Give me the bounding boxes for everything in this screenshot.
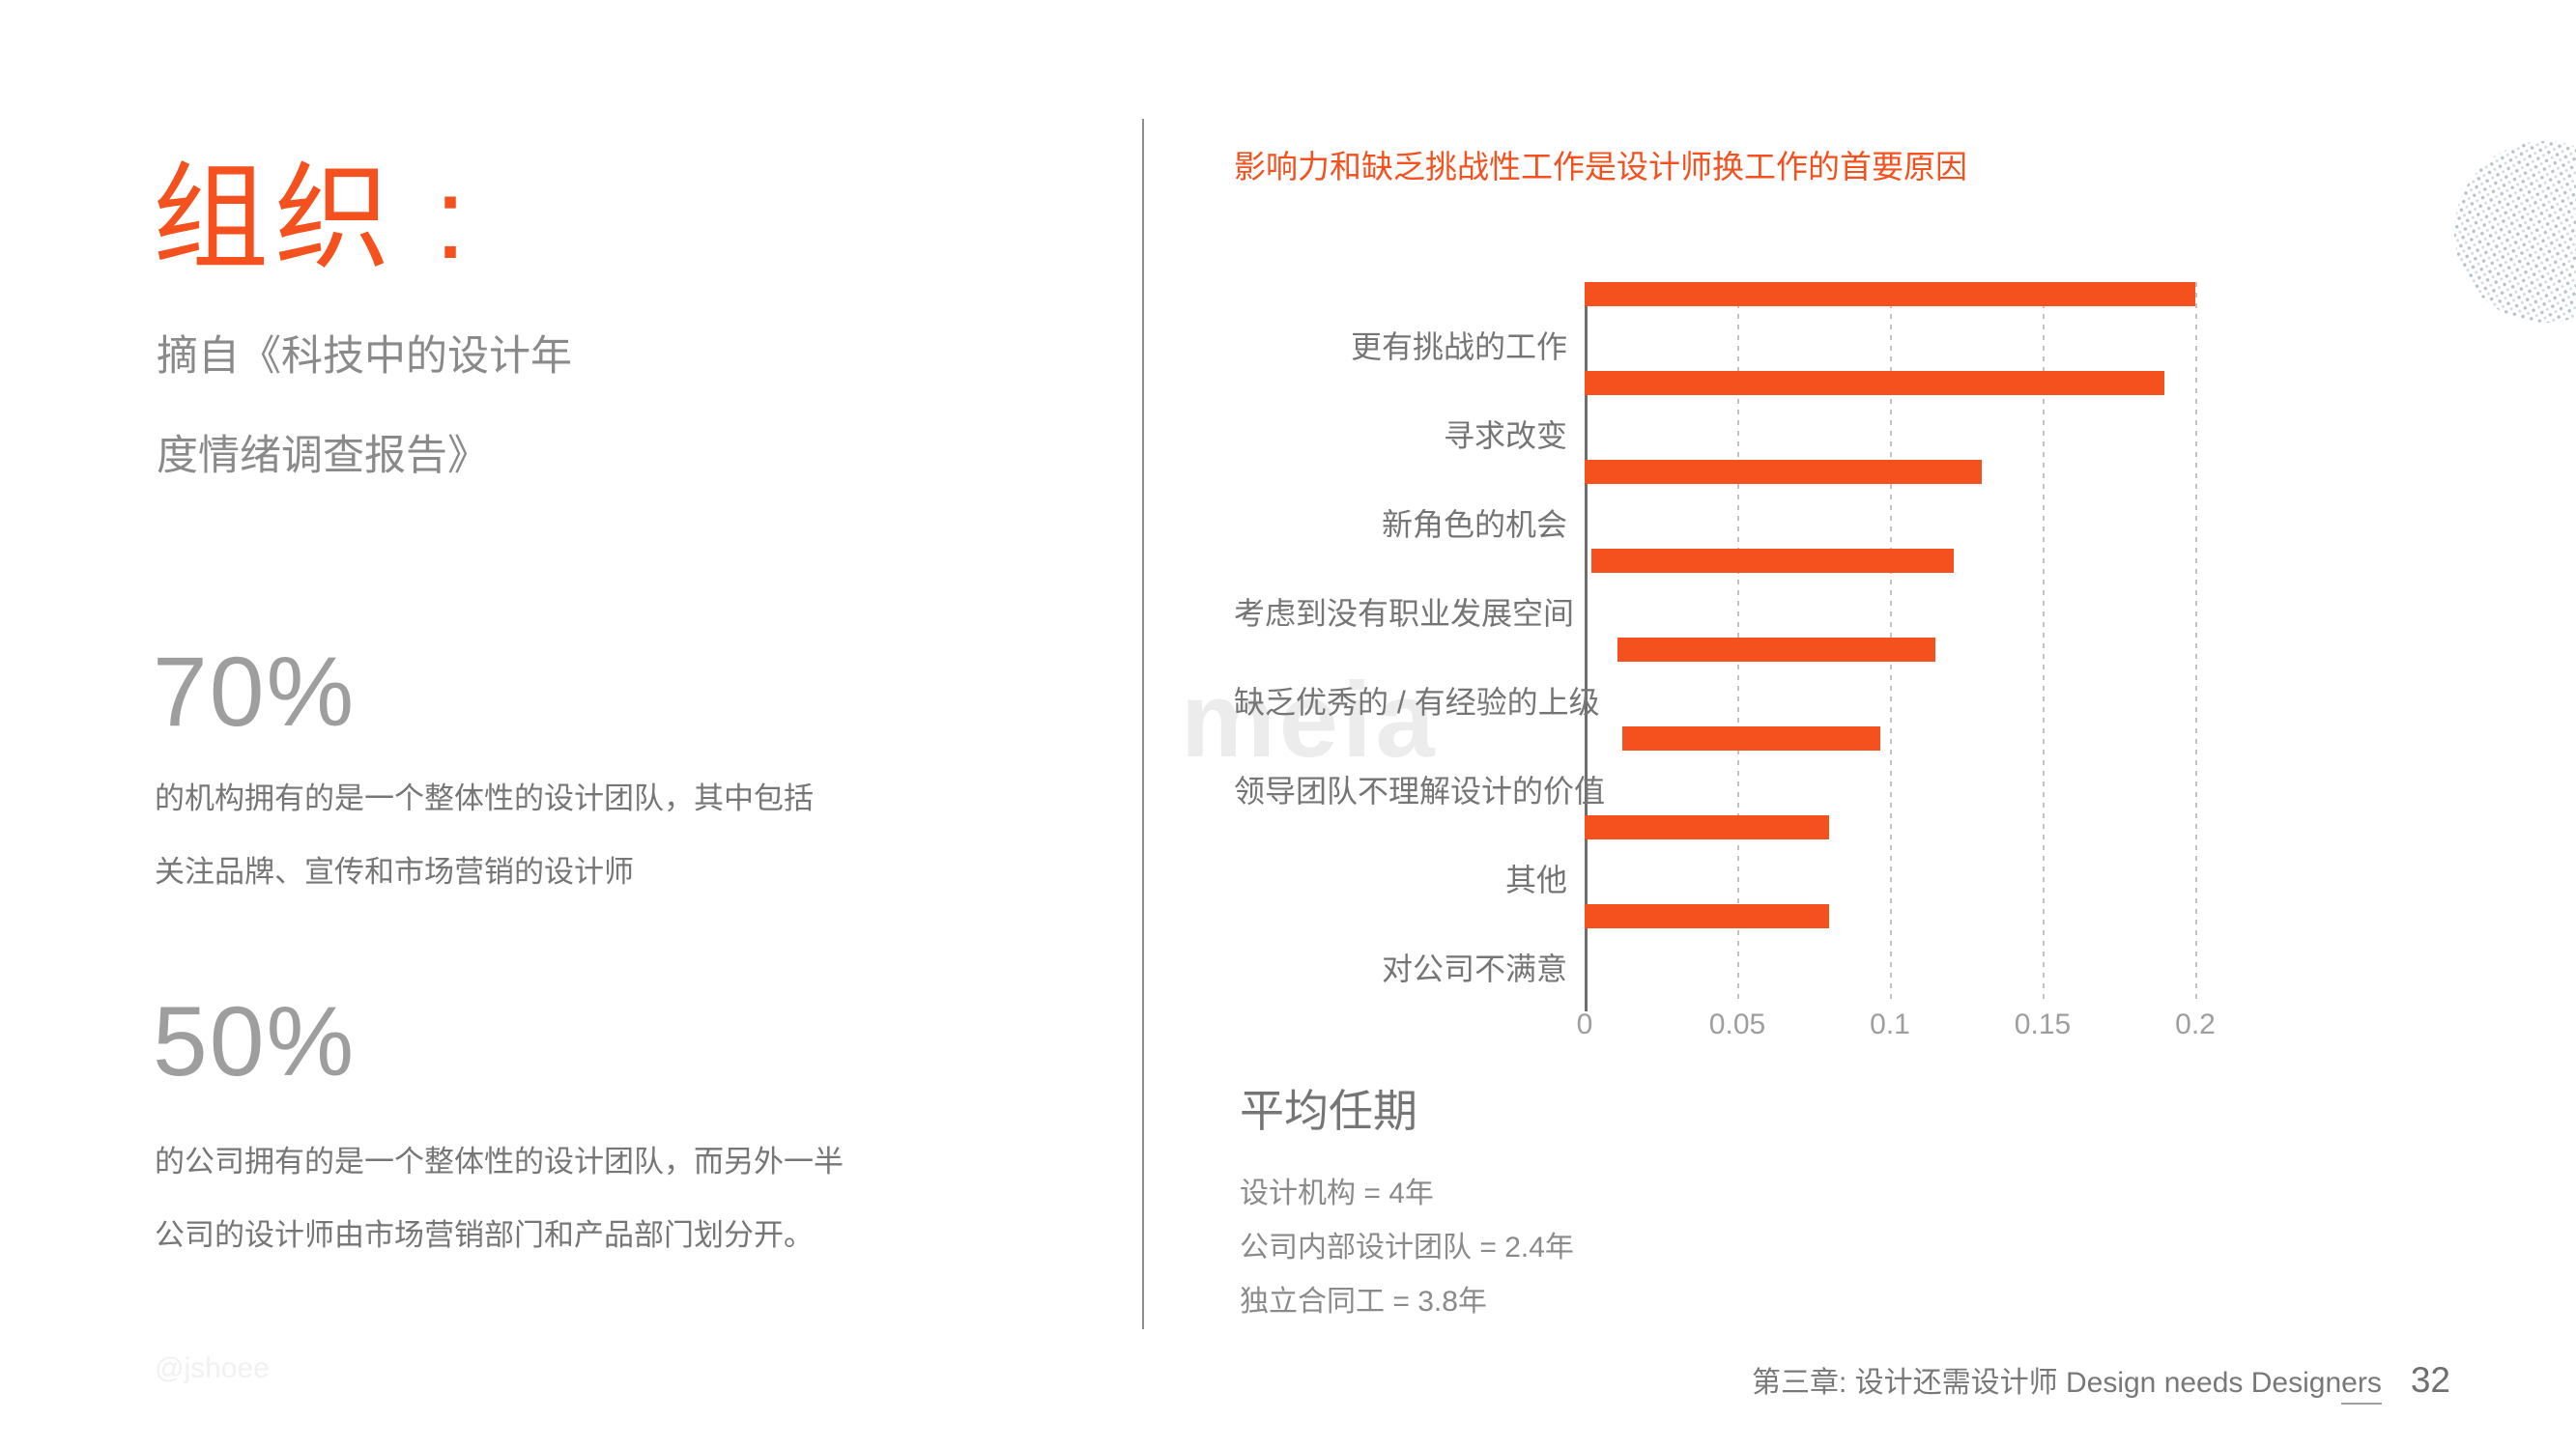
bar-label: 领导团队不理解设计的价值 xyxy=(1234,774,1606,809)
stat-70-description-line-2: 关注品牌、宣传和市场营销的设计师 xyxy=(155,855,634,889)
source-subtitle: 摘自《科技中的设计年 度情绪调查报告》 xyxy=(157,307,572,506)
page-title: 组织 : xyxy=(153,154,472,283)
bar-track xyxy=(1585,371,2195,460)
bar-label: 对公司不满意 xyxy=(1381,952,1567,986)
bar-track xyxy=(1585,815,2195,904)
bar-track xyxy=(1585,282,2195,371)
stat-50-description: 的公司拥有的是一个整体性的设计团队，而另外一半 公司的设计师由市场营销部门和产品… xyxy=(155,1125,844,1272)
footer-chapter-text: 第三章: 设计还需设计师 Design needs Design xyxy=(1751,1367,2342,1399)
gridline xyxy=(2195,282,2197,1002)
chart-row: 寻求改变 xyxy=(1234,371,2195,460)
bar-label: 其他 xyxy=(1504,863,1567,897)
bar-track xyxy=(1585,460,2195,549)
bar xyxy=(1622,726,1880,751)
tenure-stats: 设计机构 = 4年 公司内部设计团队 = 2.4年 独立合同工 = 3.8年 xyxy=(1240,1167,1574,1329)
bar-track xyxy=(1591,549,2195,638)
bar-label: 考虑到没有职业发展空间 xyxy=(1234,596,1575,631)
tenure-line-contractor: 独立合同工 = 3.8年 xyxy=(1240,1286,1487,1318)
stat-50-description-line-1: 的公司拥有的是一个整体性的设计团队，而另外一半 xyxy=(155,1145,844,1179)
author-handle-watermark: @jshoee xyxy=(155,1352,270,1384)
y-axis-line xyxy=(1585,282,1588,1011)
tenure-line-agency: 设计机构 = 4年 xyxy=(1240,1178,1434,1209)
chart-row: 其他 xyxy=(1234,815,2195,904)
footer-chapter-text-underlined: ers xyxy=(2341,1367,2382,1405)
bar xyxy=(1591,549,1954,573)
bar xyxy=(1585,282,2195,306)
stat-50-percent: 50% xyxy=(153,986,357,1096)
bar-track xyxy=(1617,638,2195,726)
stat-70-percent: 70% xyxy=(153,637,357,747)
chart-row: 考虑到没有职业发展空间 xyxy=(1234,549,2195,638)
source-subtitle-line-1: 摘自《科技中的设计年 xyxy=(157,333,572,380)
bar-chart: 更有挑战的工作寻求改变新角色的机会考虑到没有职业发展空间 缺乏优秀的 / 有经验的… xyxy=(1234,282,2216,1040)
gridline xyxy=(2043,282,2045,1002)
x-tick-label: 0.15 xyxy=(2014,1009,2072,1040)
bar xyxy=(1585,460,1982,484)
chart-rows: 更有挑战的工作寻求改变新角色的机会考虑到没有职业发展空间 缺乏优秀的 / 有经验的… xyxy=(1234,282,2195,993)
x-tick-label: 0.1 xyxy=(1870,1009,1910,1040)
tenure-heading: 平均任期 xyxy=(1240,1086,1417,1136)
bar xyxy=(1585,904,1829,928)
bar-label: 更有挑战的工作 xyxy=(1350,329,1567,364)
x-tick-label: 0 xyxy=(1576,1009,1593,1040)
chart-title: 影响力和缺乏挑战性工作是设计师换工作的首要原因 xyxy=(1234,149,1967,185)
source-subtitle-line-2: 度情绪调查报告》 xyxy=(157,433,489,479)
stat-50-description-line-2: 公司的设计师由市场营销部门和产品部门划分开。 xyxy=(155,1218,814,1252)
bar-label: 寻求改变 xyxy=(1443,418,1567,453)
x-tick-label: 0.2 xyxy=(2175,1009,2216,1040)
footer: 第三章: 设计还需设计师 Design needs Design ers 32 xyxy=(1752,1358,2450,1405)
bar xyxy=(1585,815,1829,839)
stat-70-description: 的机构拥有的是一个整体性的设计团队，其中包括 关注品牌、宣传和市场营销的设计师 xyxy=(155,762,814,909)
chart-row: 新角色的机会 xyxy=(1234,460,2195,549)
bar-track xyxy=(1585,904,2195,993)
x-tick-label: 0.05 xyxy=(1708,1009,1766,1040)
vertical-divider xyxy=(1142,119,1144,1329)
chart-row: 更有挑战的工作 xyxy=(1234,282,2195,371)
stat-70-description-line-1: 的机构拥有的是一个整体性的设计团队，其中包括 xyxy=(155,781,814,815)
bar-label: 缺乏优秀的 / 有经验的上级 xyxy=(1234,685,1600,720)
bar-track xyxy=(1622,726,2195,815)
bar xyxy=(1617,638,1935,662)
chart-row: 领导团队不理解设计的价值 xyxy=(1234,726,2195,815)
bar xyxy=(1585,371,2165,395)
halftone-circle-decoration xyxy=(2433,120,2576,344)
page-number: 32 xyxy=(2410,1360,2450,1400)
bar-label: 新角色的机会 xyxy=(1381,507,1567,542)
chart-row: 缺乏优秀的 / 有经验的上级 xyxy=(1234,638,2195,726)
chart-row: 对公司不满意 xyxy=(1234,904,2195,993)
tenure-line-inhouse: 公司内部设计团队 = 2.4年 xyxy=(1240,1232,1574,1264)
meia-watermark: meia xyxy=(1181,661,1439,780)
